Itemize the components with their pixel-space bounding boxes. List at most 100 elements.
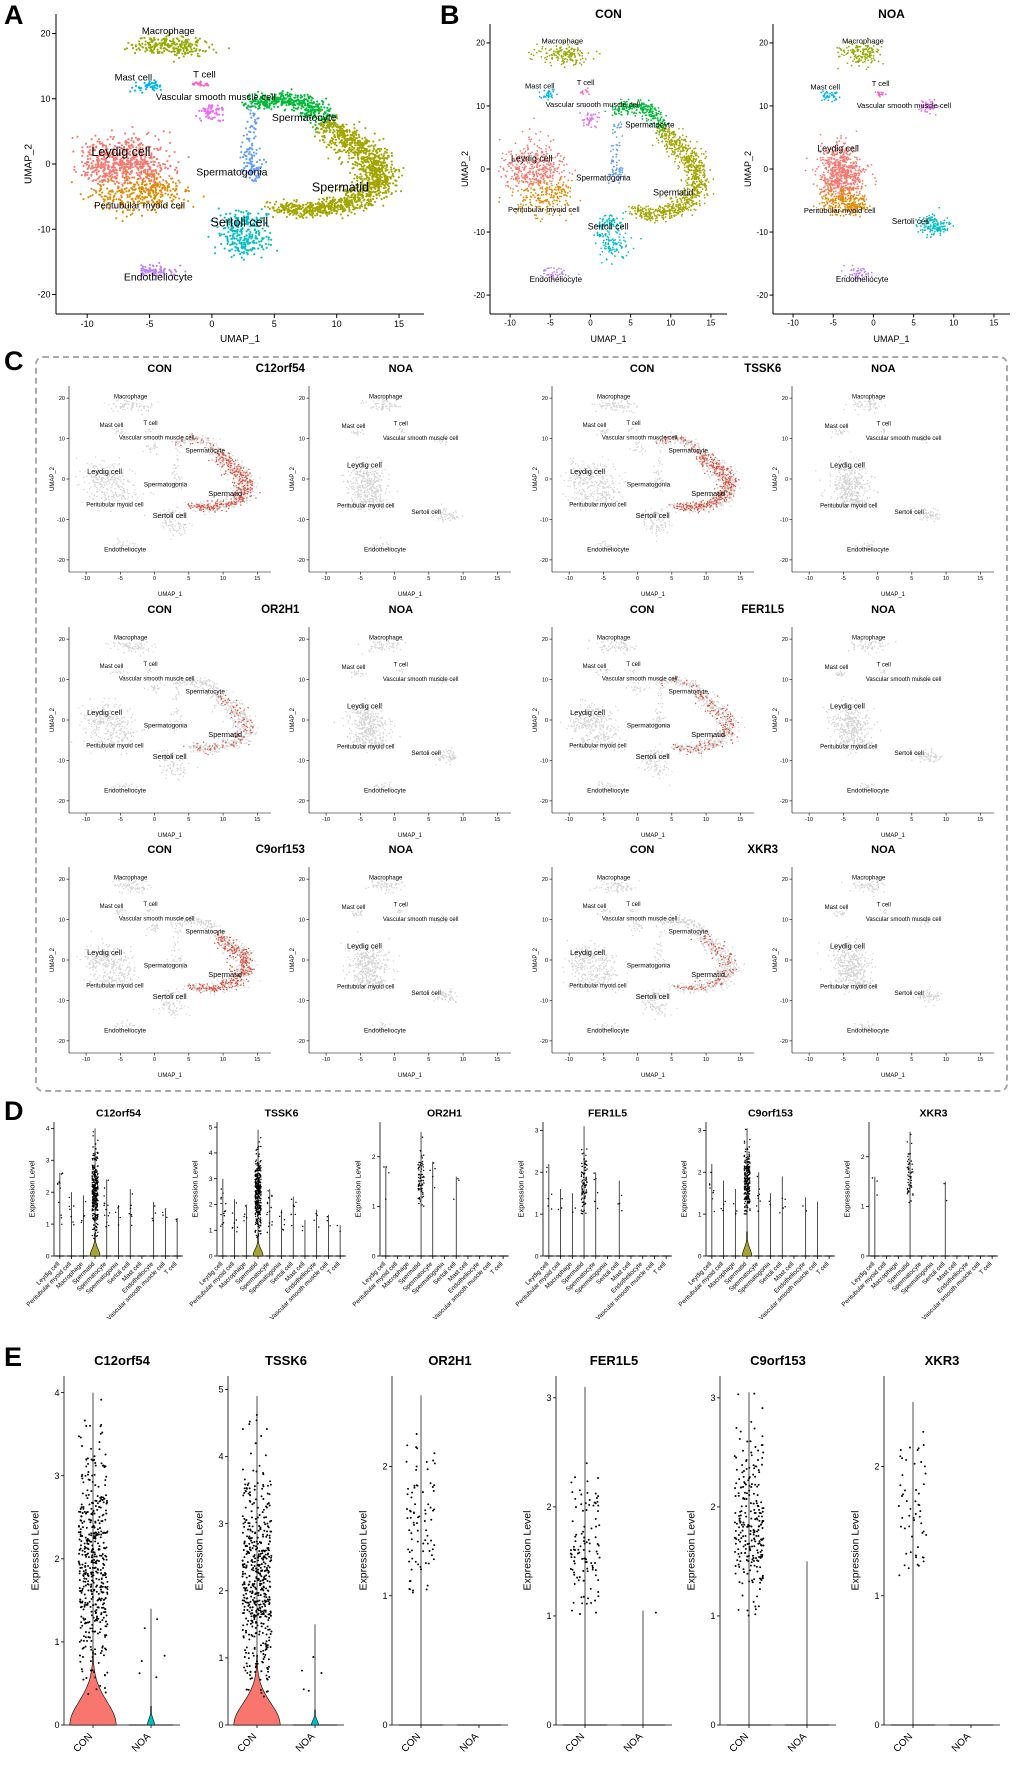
- feature-OR2H1-con: -10 -5 0 5 10 15 -20 -10 0 10 20 UMAP_1 UMAP_2 Macrop…: [50, 626, 271, 839]
- violin-by-celltype-TSSK6: TSSK6 0 1 2 3 4 5 Expression Level Leydig cell Pe…: [189, 1106, 352, 1338]
- cluster-label: Mast cell: [810, 83, 840, 92]
- cluster-label: Macrophage: [369, 395, 403, 401]
- subtitle-noa: NOA: [388, 363, 414, 375]
- feature-OR2H1-noa: -10 -5 0 5 10 15 -20 -10 0 10 20 UMAP_1 UMAP_2 Macrop…: [290, 626, 511, 839]
- cluster-label: Sertoli cell: [411, 991, 440, 998]
- y-tick-label: 20: [781, 877, 787, 883]
- expression-points: [183, 692, 254, 755]
- cluster-label: Sertoli cell: [635, 751, 669, 760]
- violin-plot: FER1L5 0 1 2 3 Expression Level CON NOA: [521, 1353, 672, 1755]
- expression-points: [187, 931, 255, 994]
- cluster-label: Macrophage: [852, 395, 886, 401]
- cluster-points: [113, 1019, 135, 1032]
- x-tick-label: 5: [427, 817, 430, 823]
- x-tick-label: -5: [358, 817, 363, 823]
- x-tick-label: -10: [82, 817, 90, 823]
- y-tick-label: 4: [46, 1126, 50, 1133]
- x-tick-label: NOA: [950, 1731, 973, 1754]
- cluster-label: Mast cell: [824, 665, 848, 671]
- y-tick-label: 10: [299, 436, 305, 442]
- cluster-points: [814, 451, 879, 502]
- x-tick-label: CON: [892, 1731, 916, 1755]
- cluster-label: Spermatid: [312, 180, 369, 194]
- cluster-points: [112, 537, 138, 552]
- violin-points: [57, 1131, 178, 1240]
- cluster-points: [239, 98, 268, 183]
- cluster-label: Peritubular myoid cell: [337, 744, 394, 750]
- cluster-label: Spermatogonia: [626, 963, 670, 970]
- y-tick-label: 10: [759, 102, 768, 111]
- cluster-points: [670, 688, 745, 757]
- violin-points: [871, 1133, 948, 1204]
- y-tick-label: 10: [59, 677, 65, 683]
- panel-d-label: D: [4, 1096, 24, 1126]
- y-tick-label: -20: [540, 1039, 548, 1045]
- cluster-points: [625, 679, 646, 696]
- gene-title: XKR3: [747, 844, 779, 857]
- cluster-label: Peritubular myoid cell: [569, 984, 626, 990]
- feature-block-C12orf54: CON C12orf54 NOA -10 -5 0 5 10 15 -20 -10 0 10 20 UMAP…: [39, 363, 522, 604]
- x-tick-label: 0: [153, 1057, 156, 1063]
- subtitle-con: CON: [629, 603, 655, 616]
- y-tick-label: 5: [218, 1385, 223, 1395]
- violin-points: [569, 1462, 657, 1615]
- feature-block-plots: -10 -5 0 5 10 15 -20 -10 0 10 20 UMAP_1 UMAP_2 Macrop…: [39, 861, 522, 1079]
- x-tick-label: T cell: [652, 1261, 668, 1277]
- cluster-points: [373, 781, 392, 790]
- violin-points: [77, 1398, 166, 1695]
- x-tick-label: 10: [703, 817, 709, 823]
- cluster-points: [78, 697, 136, 739]
- cluster-points: [434, 913, 453, 924]
- cluster-points: [538, 88, 558, 101]
- cluster-points: [170, 913, 223, 939]
- feature-block-plots: -10 -5 0 5 10 15 -20 -10 0 10 20 UMAP_1 UMAP_2 Macrop…: [39, 621, 522, 839]
- y-axis-label: Expression Level: [353, 1160, 362, 1217]
- cluster-label: Vascular smooth muscle cell: [601, 917, 677, 923]
- x-tick-label: -10: [805, 576, 813, 582]
- x-tick-label: 0: [393, 817, 396, 823]
- cluster-label: T cell: [143, 662, 157, 668]
- cluster-label: Spermatogonia: [144, 963, 188, 970]
- feature-block-header: CON XKR3 NOA: [522, 844, 1005, 861]
- y-tick-label: 0: [535, 1253, 539, 1260]
- x-tick-label: -5: [840, 817, 845, 823]
- feature-block-plots: -10 -5 0 5 10 15 -20 -10 0 10 20 UMAP_1 UMAP_2 Macrop…: [39, 380, 522, 598]
- cluster-label: Spermatocyte: [668, 688, 708, 695]
- y-tick-label: 0: [544, 477, 547, 483]
- cluster-label: Endotheliocyte: [364, 546, 406, 553]
- feature-block-header: CON C9orf153 NOA: [39, 844, 522, 861]
- x-tick-label: 0: [871, 319, 876, 328]
- cluster-label: Peritubular myoid cell: [86, 502, 143, 508]
- y-tick-label: 4: [54, 1388, 59, 1398]
- cluster-points: [152, 988, 191, 1019]
- cluster-label: Macrophage: [596, 635, 630, 641]
- x-tick-label: 10: [220, 817, 226, 823]
- cluster-points: [874, 91, 887, 98]
- y-tick-label: 0: [544, 718, 547, 724]
- cluster-points: [70, 170, 205, 223]
- y-tick-label: 2: [382, 1462, 387, 1472]
- x-tick-label: -10: [81, 319, 94, 329]
- chart-title: OR2H1: [428, 1353, 471, 1368]
- x-tick-label: 15: [989, 319, 998, 328]
- feature-block-OR2H1: CON OR2H1 NOA -10 -5 0 5 10 15 -20 -10 0 10 20 UMAP_1 U…: [39, 604, 522, 845]
- cluster-label: T cell: [872, 79, 890, 88]
- cluster-points: [143, 680, 161, 694]
- cluster-points: [71, 125, 190, 203]
- cluster-label: Spermatocyte: [186, 688, 226, 695]
- cluster-label: Mast cell: [582, 664, 606, 670]
- chart-title: OR2H1: [427, 1108, 462, 1120]
- cluster-label: Peritubular myoid cell: [86, 743, 143, 749]
- cluster-points: [559, 698, 619, 739]
- y-tick-label: 3: [209, 1176, 213, 1183]
- y-tick-label: 20: [59, 877, 65, 883]
- chart-title: FER1L5: [588, 1108, 627, 1120]
- cluster-points: [842, 391, 886, 416]
- cluster-points: [667, 928, 745, 995]
- cluster-points: [596, 1022, 622, 1032]
- panel-c-label: C: [4, 346, 24, 376]
- x-tick-label: -5: [358, 1057, 363, 1063]
- x-axis-label: UMAP_1: [158, 592, 183, 598]
